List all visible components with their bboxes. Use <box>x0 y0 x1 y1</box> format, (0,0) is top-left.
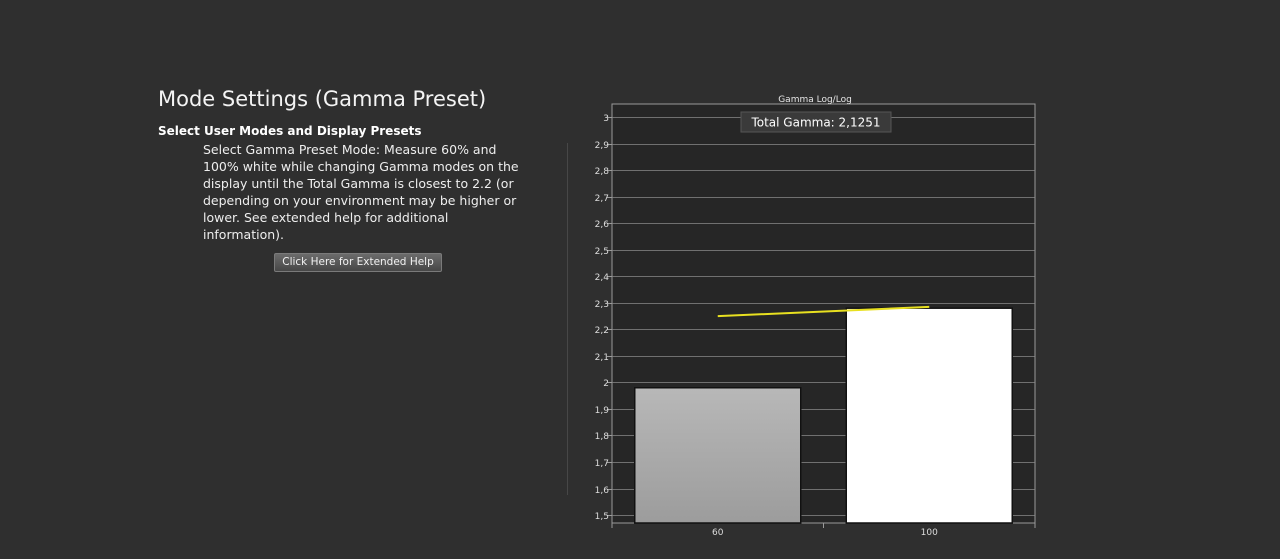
y-tick-label: 2,4 <box>595 273 610 283</box>
y-tick-label: 2,7 <box>595 194 609 204</box>
panel-divider <box>567 143 568 495</box>
chart-title: Gamma Log/Log <box>778 95 852 105</box>
y-tick-label: 2,8 <box>595 167 610 177</box>
total-gamma-box <box>740 111 892 133</box>
page-title: Mode Settings (Gamma Preset) <box>158 87 487 111</box>
target-gamma-line <box>717 305 930 318</box>
y-tick-label: 2,3 <box>595 300 609 310</box>
y-tick-label: 2,1 <box>595 353 609 363</box>
y-tick-label: 2,9 <box>595 141 610 151</box>
x-tick-label: 100 <box>921 528 938 538</box>
extended-help-button[interactable]: Click Here for Extended Help <box>274 253 442 272</box>
bar-100 <box>845 307 1013 524</box>
x-tick-label: 60 <box>712 528 724 538</box>
section-subtitle: Select User Modes and Display Presets <box>158 124 422 138</box>
y-tick-label: 2,5 <box>595 247 609 257</box>
y-tick-label: 1,8 <box>595 432 610 442</box>
y-tick-label: 1,9 <box>595 406 610 416</box>
y-tick-label: 2,2 <box>595 326 609 336</box>
y-tick-label: 2,6 <box>595 220 610 230</box>
y-tick-label: 1,5 <box>595 512 609 522</box>
y-tick-label: 1,7 <box>595 459 609 469</box>
y-tick-label: 2 <box>603 379 609 389</box>
y-tick-label: 1,6 <box>595 486 610 496</box>
bar-60 <box>634 387 802 524</box>
total-gamma-label: Total Gamma: 2,1251 <box>750 116 880 130</box>
instructions-text: Select Gamma Preset Mode: Measure 60% an… <box>203 142 519 242</box>
y-tick-label: 3 <box>603 114 609 124</box>
